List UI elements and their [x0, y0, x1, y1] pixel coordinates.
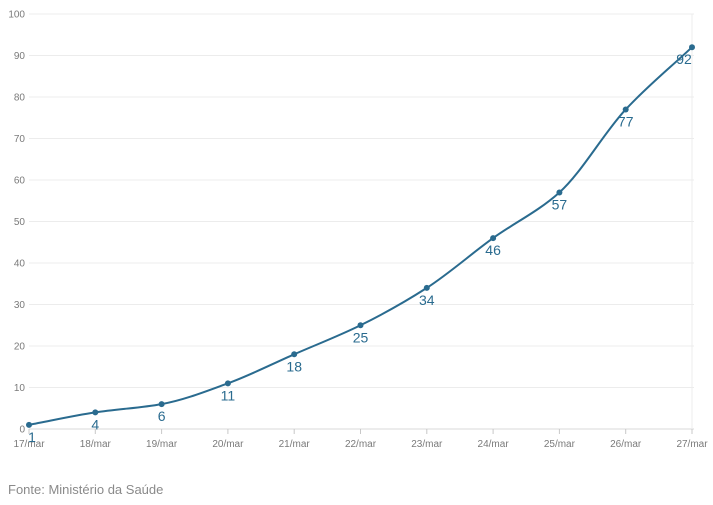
data-label: 34: [419, 292, 435, 308]
data-point: [423, 284, 430, 291]
data-label: 6: [158, 408, 166, 424]
source-note: Fonte: Ministério da Saúde: [8, 482, 164, 497]
data-point: [26, 421, 32, 428]
y-tick-label: 50: [14, 217, 26, 228]
y-tick-label: 20: [14, 342, 26, 353]
data-label: 25: [353, 329, 369, 345]
x-tick-label: 22/mar: [345, 439, 377, 450]
x-tick-label: 27/mar: [676, 439, 708, 450]
x-tick-label: 21/mar: [279, 439, 311, 450]
y-tick-label: 30: [14, 300, 26, 311]
x-tick-label: 20/mar: [212, 439, 244, 450]
x-tick-label: 24/mar: [478, 439, 510, 450]
data-label: 57: [552, 196, 568, 212]
data-point: [490, 235, 497, 242]
y-tick-label: 10: [14, 383, 26, 394]
line-chart: 0 10 20 30 40 50 60 70 80 90 100 17/mar 18/mar 19/mar…: [8, 10, 708, 451]
data-label: 1: [28, 429, 36, 445]
data-point: [291, 351, 298, 358]
data-label: 11: [221, 387, 236, 403]
x-tick-label: 17/mar: [13, 439, 45, 450]
y-tick-label: 40: [14, 259, 26, 270]
y-tick-label: 60: [14, 176, 26, 187]
y-tick-label: 90: [14, 51, 26, 62]
data-point: [92, 409, 99, 416]
x-tick-label: 18/mar: [80, 439, 112, 450]
y-tick-label: 70: [14, 134, 26, 145]
y-tick-label: 80: [14, 93, 26, 104]
x-tick-label: 26/mar: [610, 439, 642, 450]
series-line: [28, 46, 693, 426]
data-label: 4: [91, 416, 99, 432]
data-label: 18: [286, 358, 302, 374]
data-point: [224, 380, 231, 387]
data-point: [689, 44, 695, 51]
y-tick-label: 0: [19, 425, 25, 436]
x-tick-label: 23/mar: [411, 439, 443, 450]
y-tick-label: 100: [8, 10, 25, 21]
x-tick-label: 19/mar: [146, 439, 178, 450]
data-label: 77: [618, 113, 634, 129]
data-point: [357, 322, 364, 329]
data-point: [556, 189, 563, 196]
data-label: 92: [676, 51, 692, 67]
x-tick-label: 25/mar: [544, 439, 576, 450]
data-point: [622, 106, 629, 113]
data-label: 46: [485, 242, 501, 258]
data-point: [158, 401, 165, 408]
